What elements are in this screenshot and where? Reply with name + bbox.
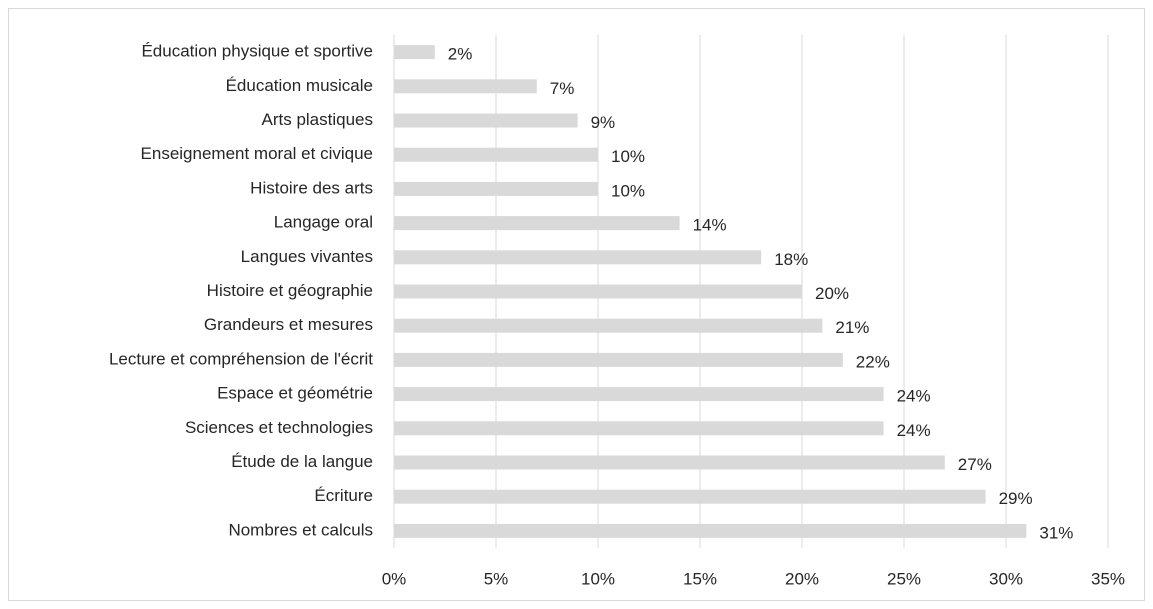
bar [394, 250, 762, 265]
data-label: 20% [815, 284, 849, 303]
x-tick-label: 25% [887, 569, 921, 588]
chart-frame [8, 8, 1145, 601]
y-tick-label: Langage oral [274, 213, 373, 232]
bar [394, 113, 578, 128]
y-tick-label: Espace et géométrie [217, 384, 373, 403]
y-tick-label: Histoire et géographie [207, 281, 373, 300]
bar [394, 352, 843, 367]
bar [394, 79, 537, 94]
data-label: 31% [1039, 523, 1073, 542]
y-tick-label: Lecture et compréhension de l'écrit [109, 349, 373, 368]
bar [394, 387, 884, 402]
data-label: 27% [958, 455, 992, 474]
y-tick-label: Langues vivantes [241, 247, 373, 266]
y-tick-label: Éducation physique et sportive [141, 42, 373, 61]
y-tick-label: Étude de la langue [231, 452, 373, 471]
x-tick-label: 0% [382, 569, 407, 588]
data-label: 21% [835, 318, 869, 337]
data-label: 10% [611, 147, 645, 166]
x-tick-label: 20% [785, 569, 819, 588]
bar [394, 318, 823, 333]
bar [394, 421, 884, 436]
bar [394, 216, 680, 231]
y-tick-label: Histoire des arts [250, 178, 373, 197]
y-tick-label: Enseignement moral et civique [141, 144, 373, 163]
bar [394, 181, 598, 196]
y-tick-label: Arts plastiques [262, 110, 374, 129]
bar [394, 489, 986, 504]
y-tick-label: Sciences et technologies [185, 418, 373, 437]
bar [394, 455, 945, 470]
data-label: 10% [611, 181, 645, 200]
y-tick-label: Nombres et calculs [228, 520, 373, 539]
data-label: 24% [897, 421, 931, 440]
data-label: 7% [550, 79, 575, 98]
bar [394, 147, 598, 162]
x-tick-label: 15% [683, 569, 717, 588]
data-label: 2% [448, 45, 473, 64]
data-label: 14% [693, 216, 727, 235]
bar [394, 45, 435, 60]
x-tick-label: 30% [989, 569, 1023, 588]
data-label: 22% [856, 352, 890, 371]
bar [394, 523, 1027, 538]
y-tick-label: Écriture [314, 486, 373, 505]
data-label: 9% [591, 113, 616, 132]
x-tick-label: 35% [1091, 569, 1125, 588]
bar [394, 284, 802, 299]
data-label: 29% [999, 489, 1033, 508]
data-label: 18% [774, 250, 808, 269]
x-tick-label: 5% [484, 569, 509, 588]
y-tick-label: Éducation musicale [226, 76, 373, 95]
x-tick-label: 10% [581, 569, 615, 588]
y-tick-label: Grandeurs et mesures [204, 315, 373, 334]
data-label: 24% [897, 387, 931, 406]
